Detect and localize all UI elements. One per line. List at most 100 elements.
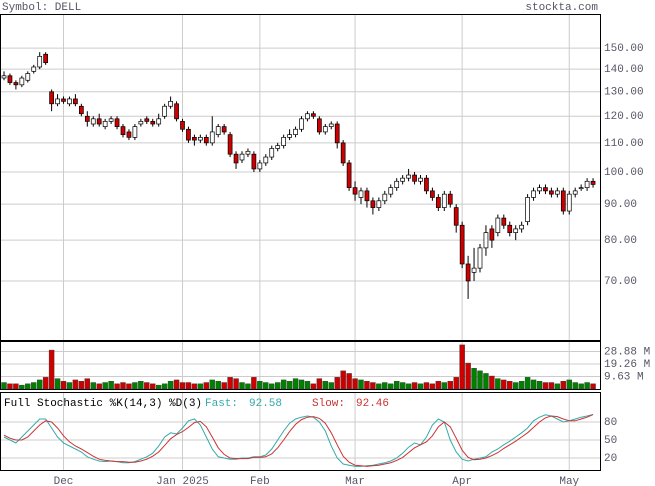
candle-body (263, 156, 269, 164)
candle-body (144, 118, 150, 122)
candle-body (441, 193, 447, 208)
volume-bar (48, 349, 55, 390)
candle-body (43, 53, 49, 64)
candle-body (84, 115, 90, 122)
volume-bar (340, 370, 346, 390)
candle-body (227, 134, 233, 155)
volume-bar (114, 383, 120, 390)
candle-body (120, 126, 126, 135)
volume-bar (524, 377, 531, 390)
candle-body (215, 126, 221, 135)
volume-bar (179, 382, 186, 390)
volume-bar (203, 382, 210, 390)
volume-bar (501, 379, 507, 390)
volume-bar (155, 384, 162, 390)
y-tick-label: 150.00 (604, 43, 644, 55)
volume-bar (66, 382, 73, 390)
candle-body (566, 193, 572, 212)
candle-body (507, 224, 513, 233)
volume-bar (286, 381, 293, 390)
candle-body (495, 217, 501, 233)
volume-bar (90, 382, 96, 390)
volume-bar (42, 377, 49, 390)
candle-body (251, 153, 257, 170)
candle-body (572, 190, 578, 195)
candle-body (537, 187, 542, 192)
volume-bar (280, 379, 287, 390)
volume-bar (84, 378, 91, 390)
volume-bar (542, 382, 549, 390)
candle-body (418, 177, 423, 182)
volume-bar (197, 383, 204, 390)
volume-bar (471, 368, 477, 390)
volume-bar (144, 382, 150, 390)
candle-body (352, 187, 358, 195)
candle-body (394, 180, 400, 188)
candle-body (221, 126, 227, 133)
volume-bar (215, 381, 221, 390)
volume-bar (13, 383, 19, 390)
x-tick-label: Dec (54, 476, 74, 486)
candle-body (334, 123, 340, 144)
candle-body (578, 187, 584, 189)
candle-body (531, 190, 536, 198)
candle-body (156, 118, 162, 125)
candle-body (560, 190, 566, 212)
volume-bar (536, 381, 543, 390)
volume-bar (513, 382, 519, 390)
volume-bar (554, 383, 561, 390)
volume-bar (429, 383, 436, 390)
candle-body (90, 118, 96, 125)
candle-body (281, 136, 286, 146)
volume-bar (316, 378, 323, 390)
volume-bar (358, 379, 364, 390)
volume-bar (78, 381, 85, 390)
volume-bar (233, 378, 239, 390)
candle-body (471, 267, 477, 273)
candle-body (73, 98, 78, 105)
candle-body (96, 118, 102, 125)
candle-body (209, 131, 215, 144)
volume-bar (477, 370, 483, 390)
volume-bar (453, 377, 459, 390)
volume-bar (1, 382, 7, 390)
volume-bar (304, 381, 311, 390)
y-tick-label: 140.00 (604, 64, 644, 76)
volume-bar (120, 382, 126, 390)
candle-body (322, 126, 328, 133)
candle-body (590, 180, 596, 185)
candle-body (162, 105, 167, 117)
plots: Dec Jan 2025 Feb Mar Apr May 150.00 140.00 130.0… (0, 14, 650, 486)
x-tick-label: Feb (250, 476, 270, 486)
candle-body (465, 263, 471, 282)
volume-bar (578, 383, 584, 390)
candle-body (203, 136, 209, 144)
x-tick-label: May (559, 476, 579, 486)
candle-body (186, 128, 191, 141)
candle-body (358, 190, 364, 198)
volume-bar (388, 383, 394, 390)
candle-body (489, 228, 495, 241)
volume-bar (459, 344, 465, 390)
volume-bar (54, 378, 61, 390)
volume-bar (566, 379, 572, 390)
volume-bar (346, 373, 352, 390)
candle-body (233, 153, 239, 164)
candle-body (436, 197, 441, 208)
volume-bar (548, 382, 555, 390)
volume-bar (572, 382, 578, 390)
volume-bar (138, 381, 144, 390)
volume-bar (37, 379, 43, 390)
volume-bar (72, 379, 79, 390)
legend-value: 92.46 (356, 398, 389, 410)
candle-body (293, 128, 298, 135)
volume-bar (31, 382, 37, 390)
volume-bar (352, 378, 358, 390)
volume-bar (489, 375, 495, 390)
candle-body (459, 224, 465, 265)
candle-body (513, 228, 519, 233)
volume-bar (251, 377, 257, 390)
candle-body (447, 193, 453, 205)
candle-body (67, 98, 72, 105)
